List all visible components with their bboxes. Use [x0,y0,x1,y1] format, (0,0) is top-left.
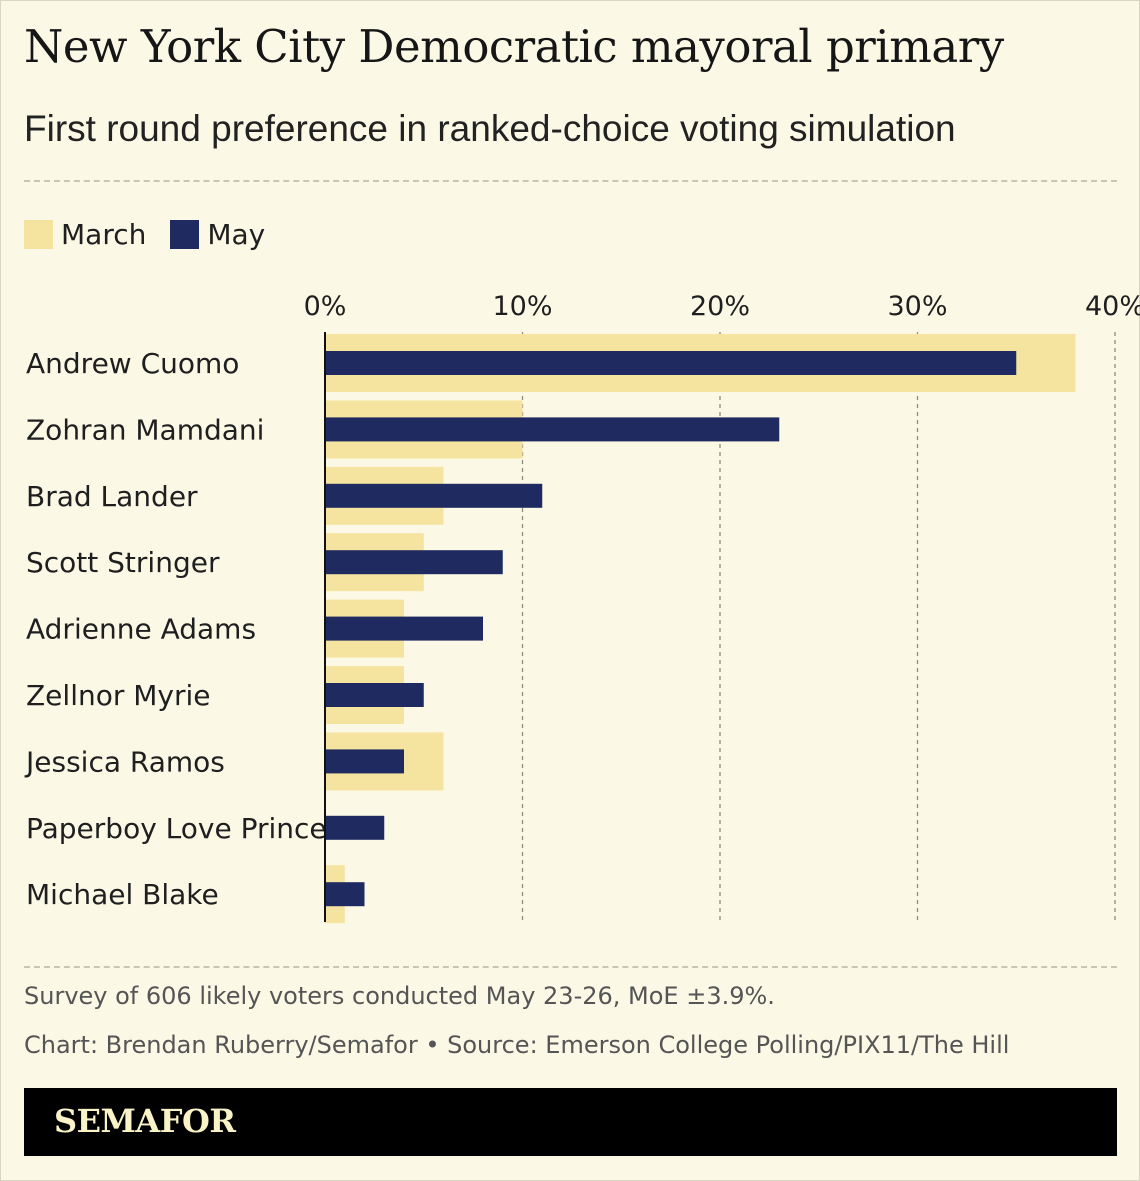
bar-may [325,417,780,442]
bar-may [325,616,483,641]
bottom-divider [24,966,1117,968]
bar-may [325,882,365,907]
brand-logo: SEMAFOR [54,1102,236,1140]
x-tick-label: 30% [887,291,947,322]
legend-item-may: May [170,218,265,251]
category-label: Michael Blake [26,878,219,911]
legend-swatch-may [170,219,200,249]
source-credit: Chart: Brendan Ruberry/Semafor • Source:… [24,1031,1010,1059]
legend-label-may: May [207,217,266,251]
category-label: Adrienne Adams [26,613,256,646]
top-divider [24,180,1117,182]
category-label: Zohran Mamdani [26,413,264,446]
bar-may [325,483,543,508]
category-label: Zellnor Myrie [26,679,211,712]
footer-bar: SEMAFOR [24,1088,1117,1156]
bar-may [325,683,424,707]
legend-item-march: March [24,218,146,251]
category-label: Brad Lander [26,480,198,513]
survey-note: Survey of 606 likely voters conducted Ma… [24,982,775,1010]
legend-swatch-march [24,219,53,249]
bar-may [325,550,503,575]
legend: March May [24,214,289,254]
legend-label-march: March [61,217,147,251]
bar-may [325,815,385,840]
category-label: Andrew Cuomo [26,347,239,380]
x-tick-label: 40% [1085,291,1140,322]
bar-may [325,749,404,774]
category-label: Paperboy Love Prince [26,812,327,845]
x-tick-label: 0% [304,291,347,322]
chart-subtitle: First round preference in ranked-choice … [24,108,956,149]
category-label: Scott Stringer [26,546,220,579]
category-label: Jessica Ramos [24,745,225,778]
bar-chart: 0% 10% 20% 30% 40% Andrew Cuomo Zohran Mamdani… [24,291,1140,924]
chart-title: New York City Democratic mayoral primary [24,20,1004,73]
x-tick-label: 10% [492,291,552,322]
bar-may [325,351,1017,375]
x-tick-label: 20% [690,291,750,322]
